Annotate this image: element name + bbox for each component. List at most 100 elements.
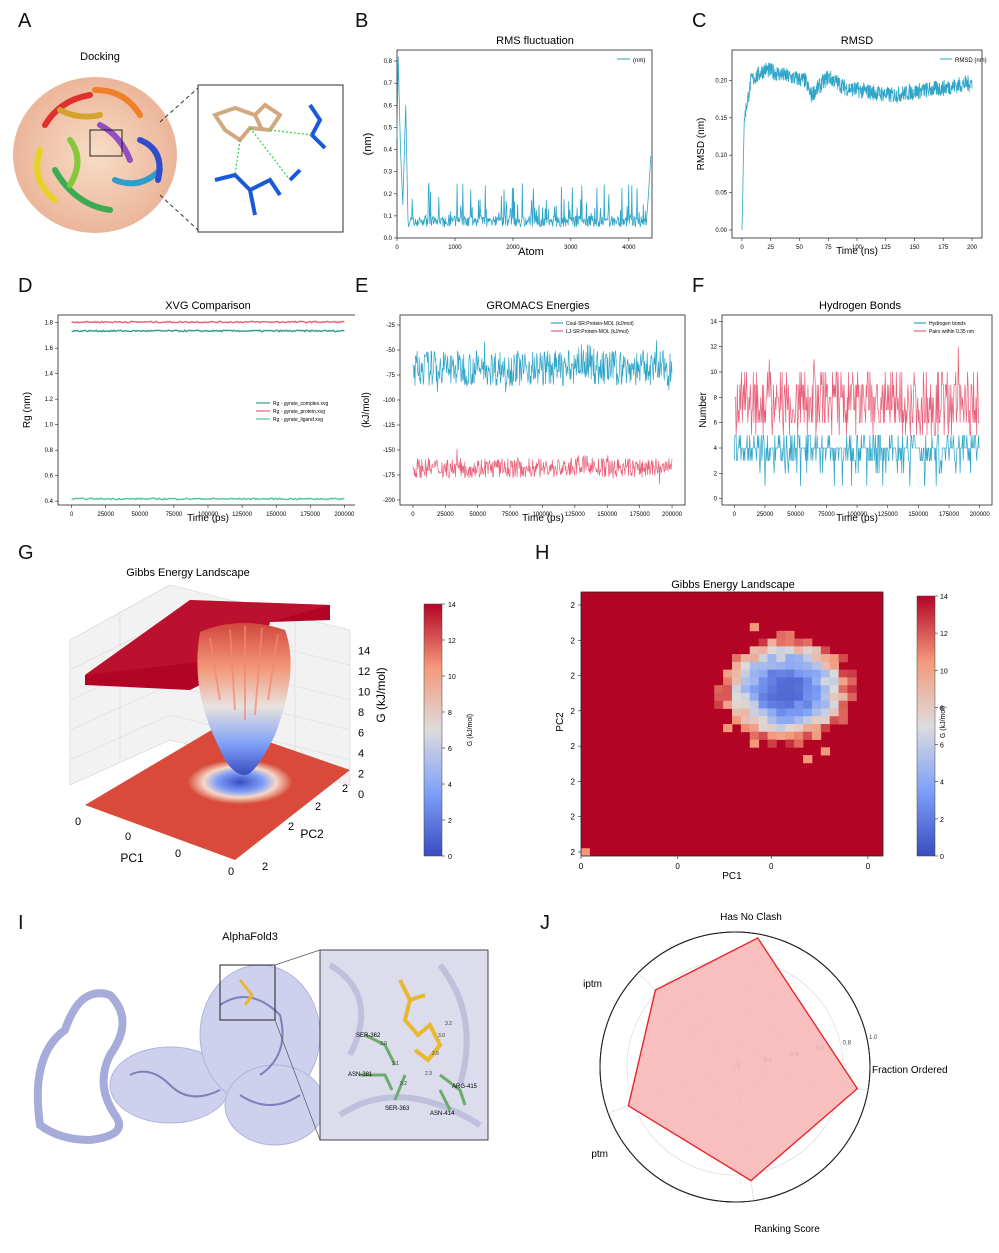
- g-ztick-label: 0: [358, 789, 364, 801]
- h-heatmap-cell: [732, 685, 742, 694]
- d-xtick-label: 100000: [198, 512, 219, 518]
- h-heatmap-cell: [794, 661, 804, 671]
- h-heatmap-cell: [723, 677, 733, 686]
- i-title: AlphaFold3: [222, 931, 278, 943]
- h-heatmap-cell: [767, 685, 777, 694]
- h-heatmap-cell: [794, 669, 804, 678]
- h-heatmap-cell: [758, 661, 768, 671]
- h-heatmap-cell: [776, 661, 786, 671]
- c-plot-frame: [731, 49, 983, 239]
- h-heatmap-cell: [767, 661, 777, 671]
- h-heatmap-cell: [732, 654, 742, 663]
- b-ytick-label: 0.6: [384, 103, 393, 109]
- h-heatmap-cell: [820, 685, 831, 694]
- d-ytick-label: 1.2: [45, 397, 54, 403]
- d-xtick-label: 175000: [300, 512, 321, 518]
- panel-d-chart: XVG Comparison 0 25000 50000 75000 100000 125…: [22, 300, 355, 524]
- h-heatmap-cell: [803, 716, 813, 725]
- h-heatmap-cell: [794, 677, 804, 686]
- h-heatmap-cell: [767, 638, 777, 647]
- h-heatmap-cell: [838, 685, 848, 694]
- h-heatmap-cell: [803, 692, 813, 702]
- h-heatmap-cell: [723, 669, 733, 678]
- h-heatmap-cell: [794, 724, 804, 733]
- e-xtick-label: 150000: [597, 512, 618, 518]
- h-heatmap-cell: [749, 661, 760, 671]
- panel-letter-c: C: [692, 10, 707, 32]
- b-xtick-label: 1000: [448, 245, 462, 251]
- protein-ribbons: [34, 87, 163, 213]
- h-xtick-label: 0: [579, 862, 584, 871]
- g-ztick-label: 10: [358, 687, 370, 699]
- e-ytick-label: -75: [386, 373, 395, 379]
- h-heatmap-cell: [803, 677, 813, 686]
- g-ztick-label: 14: [358, 646, 370, 658]
- h-heatmap-cell: [767, 646, 777, 655]
- h-heatmap-cell: [820, 661, 831, 671]
- h-heatmap-cell: [767, 731, 777, 740]
- e-xtick-label: 100000: [532, 512, 553, 518]
- zoom-line-bottom: [159, 194, 199, 231]
- h-heatmap-cell: [803, 638, 813, 647]
- j-axis-label: iptm: [583, 979, 602, 990]
- h-heatmap-cell: [740, 661, 751, 671]
- h-heatmap-cell: [838, 654, 848, 663]
- h-colorbar-tick-label: 6: [940, 743, 944, 750]
- h-heatmap-cell: [838, 716, 848, 725]
- g-zlabel: G (kJ/mol): [374, 667, 388, 722]
- h-ytick-label: 2: [571, 777, 576, 786]
- h-heatmap-cell: [820, 677, 831, 686]
- g-colorbar-tick-label: 2: [448, 818, 452, 825]
- h-heatmap-cell: [820, 708, 831, 717]
- zoom-line-top: [159, 87, 199, 123]
- h-heatmap-cell: [732, 669, 742, 678]
- f-ytick-label: 8: [714, 395, 718, 401]
- h-xlabel: PC1: [722, 871, 742, 882]
- h-heatmap-cell: [785, 731, 795, 740]
- i-residue-label-5: ASN-414: [430, 1111, 455, 1117]
- f-legend-label: Pairs within 0.35 nm: [929, 329, 974, 335]
- g-colorbar-tick-label: 10: [448, 674, 456, 681]
- h-heatmap-cell: [767, 724, 777, 733]
- g-colorbar-tick-label: 8: [448, 710, 452, 717]
- g-colorbar-tick-label: 4: [448, 782, 452, 789]
- ligand-sticks: [211, 102, 283, 143]
- h-heatmap-cell: [767, 739, 777, 748]
- f-ytick-label: 10: [710, 370, 717, 376]
- h-ytick-label: 2: [571, 601, 576, 610]
- g-colorbar: [423, 603, 443, 857]
- h-heatmap-cell: [776, 630, 786, 639]
- h-heatmap-cell: [811, 669, 822, 678]
- h-heatmap-cell: [767, 669, 777, 678]
- d-legend-label: Rg - gyrate_ligand.xvg: [273, 417, 323, 423]
- d-ytick-label: 1.8: [45, 321, 54, 327]
- h-heatmap-cell: [785, 700, 795, 709]
- f-ytick-label: 0: [714, 497, 718, 503]
- e-ytick-label: -50: [386, 348, 395, 354]
- h-heatmap-cell: [776, 646, 786, 655]
- h-heatmap-cell: [785, 739, 795, 748]
- d-ytick-label: 0.4: [45, 499, 54, 505]
- e-series-line-2: [412, 448, 673, 485]
- h-heatmap-cell: [811, 685, 822, 694]
- f-ytick-label: 6: [714, 421, 718, 427]
- h-heatmap-cell: [776, 724, 786, 733]
- h-heatmap-cell: [740, 716, 751, 725]
- g-ztick-label: 8: [358, 707, 364, 719]
- h-heatmap-cell: [758, 692, 768, 702]
- c-ytick-label: 0.00: [715, 228, 727, 234]
- h-heatmap-cell: [811, 646, 822, 655]
- panel-f-chart: Hydrogen Bonds 0 25000 50000 75000 100000 125…: [698, 300, 993, 524]
- e-xlabel: Time (ps): [522, 513, 564, 524]
- h-heatmap-cell: [794, 716, 804, 725]
- i-distance-5: 2.6: [432, 1051, 439, 1057]
- h-heatmap-cell: [776, 654, 786, 663]
- h-heatmap-cell: [794, 638, 804, 647]
- h-heatmap-cell: [732, 700, 742, 709]
- d-ytick-label: 0.8: [45, 448, 54, 454]
- f-xtick-label: 100000: [847, 512, 868, 518]
- g-ytick-label: 2: [288, 821, 294, 833]
- c-title: RMSD: [841, 35, 873, 47]
- f-xtick-label: 175000: [939, 512, 960, 518]
